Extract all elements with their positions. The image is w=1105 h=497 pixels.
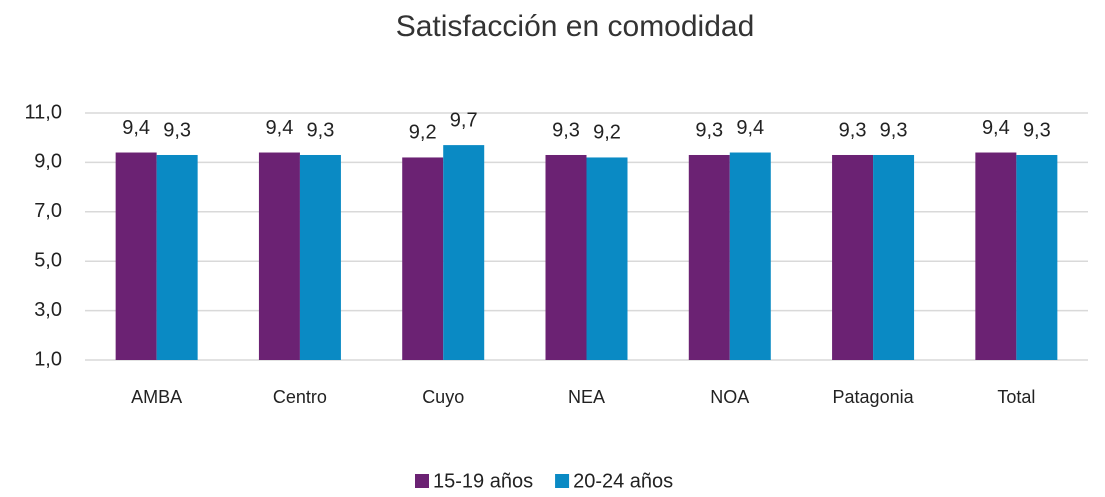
value-label: 9,3 — [307, 119, 335, 141]
bar — [873, 154, 915, 360]
x-tick-label: NOA — [710, 387, 749, 407]
value-label: 9,4 — [982, 117, 1010, 139]
value-label: 9,3 — [695, 119, 723, 141]
bar — [402, 157, 444, 360]
value-label: 9,2 — [593, 122, 621, 144]
value-label: 9,4 — [736, 117, 764, 139]
bar — [832, 154, 874, 360]
bar — [688, 154, 730, 360]
bar — [156, 154, 198, 360]
bar — [299, 154, 341, 360]
legend-label: 20-24 años — [573, 470, 673, 492]
x-tick-label: NEA — [568, 387, 605, 407]
value-label: 9,7 — [450, 109, 478, 131]
x-tick-label: Cuyo — [422, 387, 464, 407]
y-tick-label: 5,0 — [34, 249, 62, 271]
value-label: 9,3 — [839, 119, 867, 141]
legend-label: 15-19 años — [433, 470, 533, 492]
x-tick-label: Total — [997, 387, 1035, 407]
bar — [258, 152, 300, 360]
y-tick-label: 1,0 — [34, 348, 62, 370]
y-tick-label: 9,0 — [34, 151, 62, 173]
bar — [729, 152, 771, 360]
bar — [545, 154, 587, 360]
bar — [115, 152, 157, 360]
x-tick-label: AMBA — [131, 387, 182, 407]
chart-title: Satisfacción en comodidad — [396, 10, 755, 43]
bar — [1016, 154, 1058, 360]
bar — [443, 145, 485, 360]
value-label: 9,3 — [552, 119, 580, 141]
legend-swatch — [415, 474, 429, 488]
bar — [975, 152, 1017, 360]
y-tick-label: 7,0 — [34, 200, 62, 222]
x-tick-label: Centro — [273, 387, 327, 407]
legend-swatch — [555, 474, 570, 488]
x-tick-label: Patagonia — [833, 387, 915, 407]
value-label: 9,3 — [880, 119, 908, 141]
value-label: 9,4 — [122, 117, 150, 139]
y-tick-label: 3,0 — [34, 299, 62, 321]
value-label: 9,3 — [1023, 119, 1051, 141]
value-label: 9,4 — [266, 117, 294, 139]
value-label: 9,3 — [163, 119, 191, 141]
bar — [586, 157, 628, 360]
y-tick-label: 11,0 — [25, 101, 62, 123]
value-label: 9,2 — [409, 122, 437, 144]
